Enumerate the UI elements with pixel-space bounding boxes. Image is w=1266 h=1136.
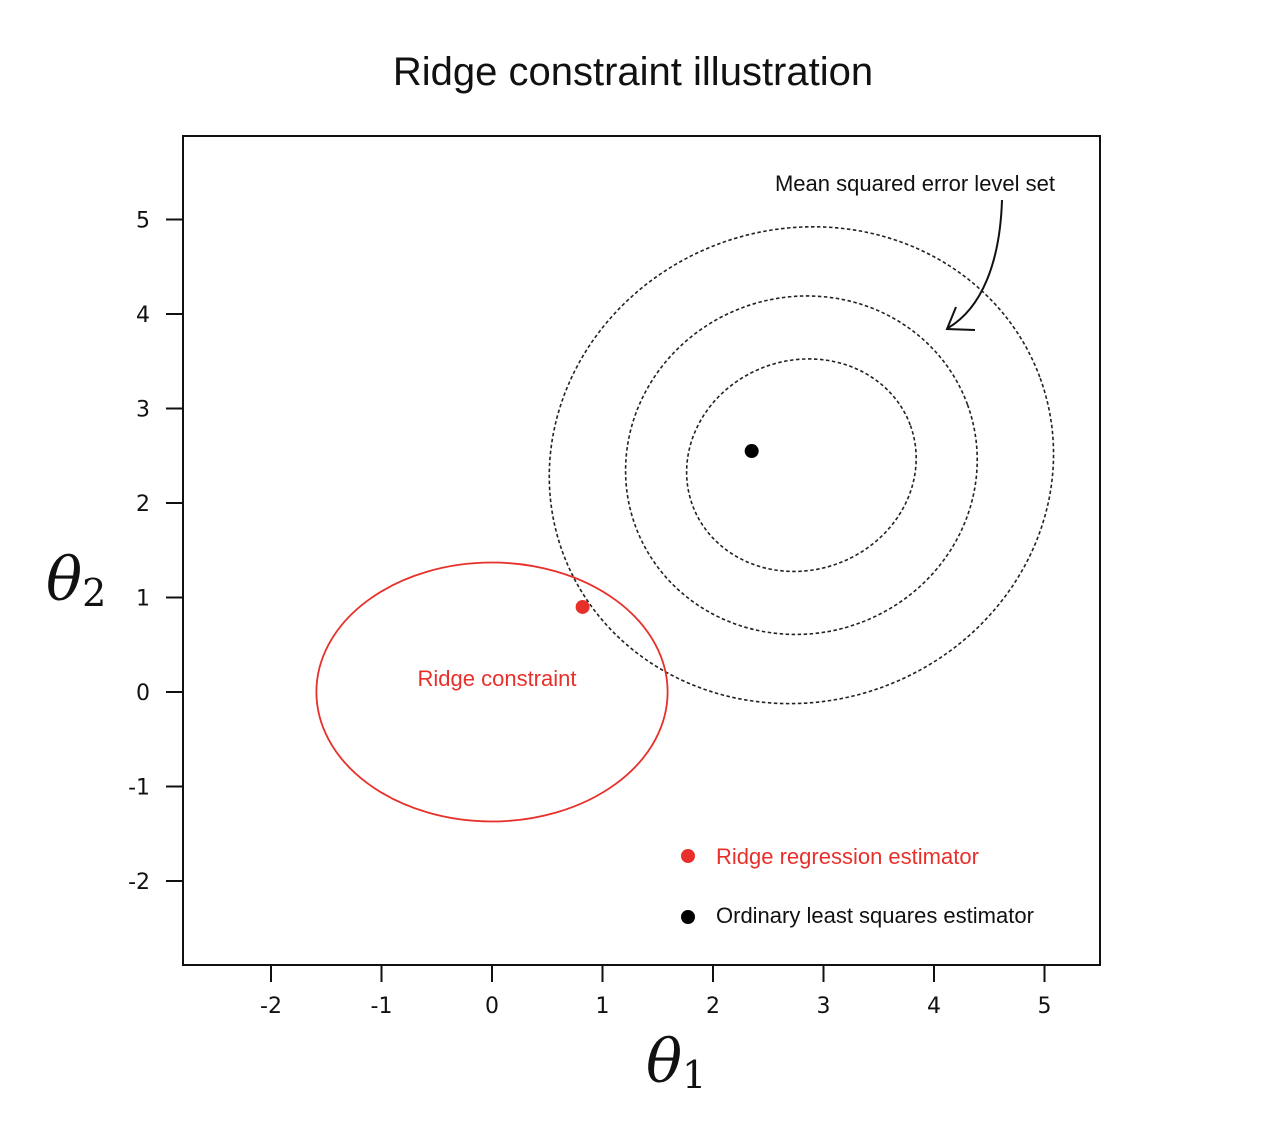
estimator-points xyxy=(575,444,759,614)
x-axis: -2 -1 0 1 2 3 4 5 xyxy=(260,965,1052,1019)
ridge-constraint-layer xyxy=(315,561,669,823)
level-set-ellipse xyxy=(624,295,979,636)
level-set-ellipse xyxy=(685,358,917,573)
x-tick-label: 3 xyxy=(817,994,831,1019)
level-sets xyxy=(548,225,1055,705)
legend-marker-ols xyxy=(681,910,695,924)
x-tick-label: 0 xyxy=(485,994,499,1019)
plot-frame xyxy=(182,135,1101,966)
ols-estimator-point xyxy=(744,444,759,459)
x-tick-label: 5 xyxy=(1038,994,1052,1019)
ridge-constraint-circle xyxy=(315,561,669,823)
legend: Ridge regression estimator Ordinary leas… xyxy=(681,844,1034,928)
level-set-arrow xyxy=(947,199,1003,329)
ridge-estimator-point xyxy=(575,599,590,614)
level-set-ellipse xyxy=(548,225,1055,705)
legend-label-ols: Ordinary least squares estimator xyxy=(716,903,1034,928)
y-tick-label: 3 xyxy=(136,398,150,423)
y-axis-label: θ2 xyxy=(46,545,106,615)
level-set-label: Mean squared error level set xyxy=(775,171,1055,196)
y-tick-label: -2 xyxy=(128,870,150,895)
x-tick-label: -1 xyxy=(371,994,393,1019)
legend-label-ridge: Ridge regression estimator xyxy=(716,844,979,869)
y-tick-label: 4 xyxy=(136,303,150,328)
y-tick-label: 5 xyxy=(136,209,150,234)
y-axis: -2 -1 0 1 2 3 4 5 xyxy=(128,209,183,895)
y-tick-label: 2 xyxy=(136,492,150,517)
y-tick-label: 1 xyxy=(136,587,150,612)
level-set-arrowhead xyxy=(945,306,976,331)
x-tick-label: 1 xyxy=(596,994,610,1019)
x-tick-label: 2 xyxy=(706,994,720,1019)
chart-title: Ridge constraint illustration xyxy=(392,50,874,94)
y-tick-label: 0 xyxy=(136,681,150,706)
ridge-constraint-label: Ridge constraint xyxy=(418,666,577,691)
y-tick-label: -1 xyxy=(128,776,150,801)
x-axis-label: θ1 xyxy=(646,1027,706,1097)
x-tick-label: -2 xyxy=(260,994,282,1019)
legend-marker-ridge xyxy=(681,849,695,863)
x-tick-label: 4 xyxy=(927,994,941,1019)
